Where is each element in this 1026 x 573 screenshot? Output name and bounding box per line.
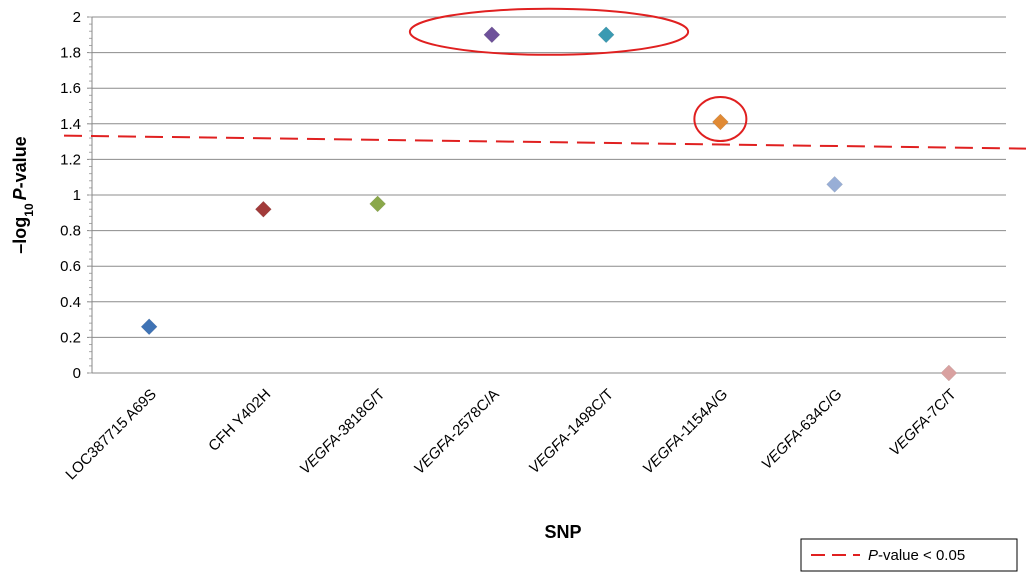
highlight-ellipse — [693, 96, 748, 143]
data-point — [483, 26, 501, 44]
x-tick-label: VEGFA-634C/G — [758, 386, 845, 473]
y-axis-title: –log10P-value — [10, 136, 36, 253]
data-point — [140, 318, 158, 336]
x-tick-label-gene: VEGFA — [411, 431, 458, 478]
y-tick-label: 1.6 — [60, 80, 81, 97]
x-tick-label-variant: -7C/T — [921, 386, 960, 425]
y-tick-label: 2 — [73, 9, 81, 26]
x-tick-label: VEGFA-7C/T — [886, 386, 960, 460]
x-tick-labels: LOC387715 A69S CFH Y402H VEGFA-3818G/TVEGF… — [62, 386, 959, 484]
legend-label: P-value < 0.05 — [868, 547, 965, 564]
data-point — [597, 26, 615, 44]
data-point — [369, 195, 386, 213]
x-tick-label: VEGFA-1498C/T — [526, 386, 617, 477]
data-points — [140, 26, 958, 382]
x-tick-label-gene: VEGFA — [758, 426, 805, 473]
x-tick-label: LOC387715 A69S — [62, 386, 160, 484]
data-point — [940, 364, 958, 382]
significance-threshold-line — [63, 134, 1026, 150]
x-tick-label-variant: CFH Y402H — [205, 386, 274, 455]
gridlines — [87, 16, 1006, 374]
y-tick-label: 1.8 — [60, 45, 81, 62]
x-tick-label-gene: VEGFA — [639, 430, 686, 477]
y-tick-labels: 0 0.2 0.4 0.6 0.8 1 1.2 1.4 1.6 1.8 2 — [60, 9, 81, 382]
data-point — [712, 113, 729, 131]
y-tick-label: 0.6 — [60, 258, 81, 275]
x-tick-label-gene: VEGFA — [886, 412, 933, 459]
data-point — [255, 200, 272, 218]
x-tick-label: VEGFA-1154A/G — [639, 386, 731, 478]
x-tick-label-variant: -3818G/T — [332, 386, 389, 443]
legend: P-value < 0.05 — [800, 538, 1018, 572]
x-tick-label-variant: LOC387715 A69S — [62, 386, 160, 484]
x-axis-title: SNP — [544, 522, 581, 542]
x-tick-label-gene: VEGFA — [296, 431, 343, 478]
highlight-ellipses — [408, 7, 748, 143]
x-tick-label: CFH Y402H — [205, 386, 274, 455]
highlight-ellipse — [408, 7, 690, 56]
axes — [91, 17, 1006, 374]
y-tick-label: 0.2 — [60, 329, 81, 346]
x-tick-label: VEGFA-3818G/T — [296, 386, 388, 478]
x-tick-label-variant: -1498C/T — [561, 386, 617, 442]
x-tick-label-variant: -634C/G — [793, 386, 845, 438]
x-tick-label: VEGFA-2578C/A — [411, 386, 503, 478]
y-tick-label: 0.8 — [60, 223, 81, 240]
y-tick-label: 0.4 — [60, 294, 81, 311]
x-tick-label-gene: VEGFA — [526, 430, 573, 477]
y-tick-label: 1.4 — [60, 116, 81, 133]
x-tick-label-variant: -1154A/G — [675, 386, 732, 443]
y-tick-label: 1.2 — [60, 151, 81, 168]
y-tick-label: 1 — [73, 187, 81, 204]
data-point — [826, 175, 843, 193]
y-tick-label: 0 — [73, 365, 81, 382]
x-tick-label-variant: -2578C/A — [446, 386, 503, 443]
